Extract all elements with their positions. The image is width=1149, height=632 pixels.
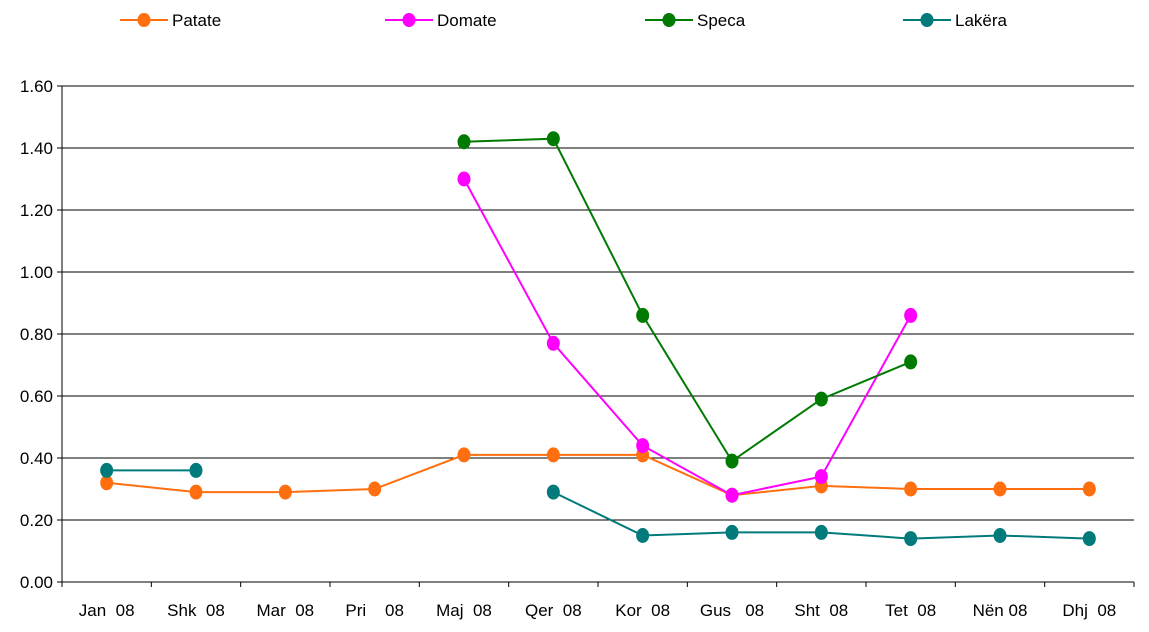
series-line [106,453,1090,497]
series-1 [457,171,918,503]
data-point [904,354,918,370]
data-point [457,134,471,150]
series-line [463,178,912,497]
x-tick-label: Mar 08 [257,601,315,620]
legend-label: Lakëra [955,11,1008,30]
data-point [814,524,828,540]
series-3 [100,462,1096,547]
x-tick-label: Nën 08 [973,601,1028,620]
x-tick-label: Tet 08 [885,601,936,620]
data-point [725,524,739,540]
data-point [546,447,560,463]
data-point [904,307,918,323]
data-point [100,462,114,478]
data-point [725,453,739,469]
legend-item: Speca [645,11,746,30]
legend-marker [662,13,676,27]
legend-marker [920,13,934,27]
data-point [546,484,560,500]
gridlines [62,85,1134,521]
x-tick-label: Gus 08 [700,601,764,620]
data-point [100,475,114,491]
data-point [189,484,203,500]
legend-item: Lakëra [903,11,1008,30]
data-point [993,481,1007,497]
data-point [546,335,560,351]
data-point [636,528,650,543]
data-point [546,131,560,147]
x-tick-label: Dhj 08 [1062,601,1116,620]
data-point [904,531,918,547]
data-point [457,171,471,187]
y-tick-label: 0.20 [20,511,53,530]
legend-marker [137,13,151,27]
data-point [1082,531,1096,547]
legend-marker [402,13,416,27]
y-tick-label: 1.20 [20,201,53,220]
data-point [814,391,828,407]
axes: 0.00 0.20 0.40 0.60 0.80 1.00 1.20 1.40 1.60 Jan … [20,77,1135,620]
data-point [368,481,382,497]
series-0 [100,447,1096,503]
legend-label: Domate [437,11,497,30]
legend-item: Patate [120,11,221,30]
series-2 [457,131,918,469]
legend-item: Domate [385,11,497,30]
legend-label: Patate [172,11,221,30]
x-tick-label: Pri 08 [345,601,404,620]
x-tick-label: Maj 08 [436,601,492,620]
data-point [904,481,918,497]
y-tick-label: 1.40 [20,139,53,158]
y-tick-label: 0.80 [20,325,53,344]
y-tick-label: 1.60 [20,77,53,96]
y-tick-label: 1.00 [20,263,53,282]
series-group [100,131,1096,547]
y-tick-label: 0.60 [20,387,53,406]
x-tick-label: Qer 08 [525,601,582,620]
data-point [457,447,471,463]
data-point [278,484,292,500]
data-point [636,438,650,454]
x-tick-label: Jan 08 [79,601,135,620]
data-point [1082,481,1096,497]
data-point [636,307,650,323]
x-tick-label: Kor 08 [615,601,670,620]
data-point [189,462,203,478]
legend: Patate Domate Speca Lakëra [120,11,1008,30]
legend-label: Speca [697,11,746,30]
x-tick-label: Shk 08 [167,601,225,620]
y-tick-label: 0.00 [20,573,53,592]
y-tick-label: 0.40 [20,449,53,468]
data-point [814,469,828,485]
series-line [463,137,912,463]
x-tick-label: Sht 08 [794,601,848,620]
data-point [725,487,739,503]
data-point [993,528,1007,543]
